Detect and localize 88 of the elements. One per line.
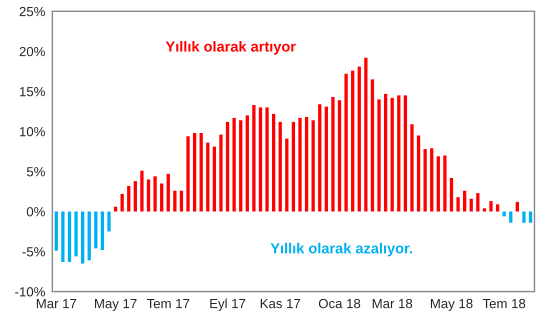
bar bbox=[192, 133, 196, 212]
bar bbox=[489, 201, 493, 212]
bar bbox=[61, 212, 65, 262]
bar bbox=[318, 104, 322, 212]
bar bbox=[200, 133, 203, 212]
bar bbox=[146, 179, 150, 212]
x-tick-label: May 17 bbox=[95, 299, 137, 311]
bar bbox=[186, 136, 190, 212]
bar bbox=[127, 186, 130, 212]
bar bbox=[107, 212, 111, 232]
x-tick-label: Tem 18 bbox=[482, 298, 526, 308]
bar bbox=[338, 100, 342, 212]
annotation: Yıllık olarak azalıyor. bbox=[270, 242, 412, 256]
y-tick-label: 0% bbox=[26, 207, 45, 216]
x-tick-label: May 18 bbox=[430, 298, 473, 311]
bar bbox=[292, 122, 296, 212]
bar bbox=[94, 212, 98, 248]
y-tick-label: 25% bbox=[20, 6, 45, 16]
bar bbox=[404, 95, 408, 212]
bar bbox=[377, 99, 381, 212]
bar bbox=[351, 70, 354, 212]
bar bbox=[430, 148, 434, 212]
bar bbox=[370, 79, 374, 212]
bar bbox=[331, 97, 335, 212]
bar bbox=[100, 212, 104, 250]
bar bbox=[212, 146, 216, 212]
annotation: Yıllık olarak artıyor bbox=[166, 40, 296, 55]
bar bbox=[258, 107, 262, 212]
bar bbox=[358, 66, 361, 212]
bar bbox=[312, 120, 315, 212]
bar bbox=[450, 178, 454, 212]
bar bbox=[120, 194, 124, 212]
x-tick-label: Oca 18 bbox=[318, 298, 360, 308]
y-tick-label: 15% bbox=[20, 87, 45, 96]
bar bbox=[390, 98, 394, 212]
bar bbox=[226, 122, 230, 212]
bar bbox=[134, 181, 137, 212]
bar bbox=[397, 95, 400, 212]
y-tick-label: -5% bbox=[22, 247, 45, 256]
bar bbox=[166, 174, 170, 212]
y-tick-label: 10% bbox=[20, 127, 45, 136]
bar bbox=[324, 106, 328, 212]
x-tick-label: Eyl 17 bbox=[210, 298, 246, 311]
bar bbox=[304, 117, 308, 212]
bar bbox=[160, 184, 164, 212]
bar bbox=[252, 105, 256, 212]
bar bbox=[54, 212, 58, 251]
bar bbox=[74, 212, 78, 256]
x-tick-label: Tem 17 bbox=[146, 299, 190, 308]
y-tick-label: 20% bbox=[20, 46, 45, 56]
bar bbox=[232, 118, 236, 212]
bar bbox=[443, 155, 447, 212]
bar bbox=[416, 135, 420, 212]
x-tick-label: Kas 17 bbox=[260, 299, 300, 308]
bar bbox=[476, 193, 480, 212]
bar bbox=[265, 107, 269, 212]
bar bbox=[456, 197, 460, 212]
x-tick-label: Mar 17 bbox=[36, 299, 76, 308]
bar bbox=[88, 212, 91, 260]
x-tick-label: Mar 18 bbox=[372, 298, 412, 308]
y-tick-label: -10% bbox=[15, 287, 45, 297]
bar bbox=[516, 202, 519, 212]
bar bbox=[285, 138, 288, 212]
bar bbox=[239, 120, 242, 212]
bar bbox=[140, 170, 144, 212]
bar bbox=[423, 149, 427, 212]
bar bbox=[68, 212, 72, 262]
bar bbox=[173, 190, 176, 212]
bar bbox=[470, 198, 473, 212]
bar bbox=[384, 94, 388, 212]
bar bbox=[180, 190, 184, 212]
bar bbox=[246, 115, 249, 212]
bar bbox=[502, 212, 506, 216]
bar bbox=[364, 58, 368, 212]
bar bbox=[114, 206, 118, 212]
bar bbox=[298, 118, 302, 212]
y-tick-label: 5% bbox=[26, 167, 45, 176]
bar bbox=[153, 176, 157, 212]
bar bbox=[206, 142, 210, 212]
bar bbox=[80, 212, 84, 264]
bar bbox=[509, 212, 512, 223]
bar bbox=[344, 74, 348, 212]
bar bbox=[219, 134, 223, 212]
bar bbox=[272, 114, 276, 212]
bar bbox=[463, 190, 466, 212]
bar bbox=[410, 124, 414, 212]
bar bbox=[436, 156, 440, 212]
bar bbox=[278, 122, 282, 212]
